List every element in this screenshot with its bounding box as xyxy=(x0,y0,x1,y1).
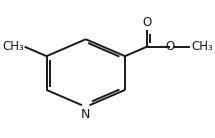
Text: CH₃: CH₃ xyxy=(2,40,24,53)
Text: CH₃: CH₃ xyxy=(191,40,213,53)
Text: N: N xyxy=(81,108,91,120)
Text: O: O xyxy=(142,16,152,29)
Text: O: O xyxy=(166,40,175,53)
